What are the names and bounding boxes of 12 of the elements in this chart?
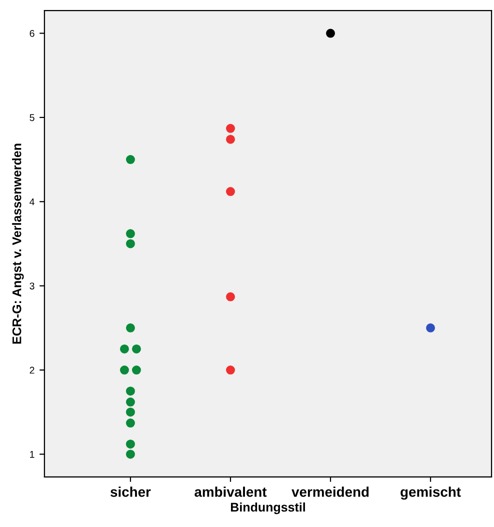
y-tick-label: 1 bbox=[30, 451, 34, 458]
x-tick-label: gemischt bbox=[400, 486, 461, 500]
x-axis-title: Bindungsstil bbox=[230, 502, 305, 514]
y-tick-label: 4 bbox=[30, 198, 34, 206]
y-tick-label: 6 bbox=[30, 30, 34, 37]
y-tick-label: 2 bbox=[30, 366, 34, 374]
y-tick-label: 5 bbox=[30, 114, 34, 122]
x-tick-label: vermeidend bbox=[292, 486, 369, 497]
y-tick-label: 3 bbox=[30, 282, 34, 290]
x-tick-label: ambivalent bbox=[194, 486, 267, 497]
x-tick-label: sicher bbox=[110, 486, 151, 497]
y-axis-title: ECR-G: Angst v. Verlassenwerden bbox=[12, 144, 24, 344]
